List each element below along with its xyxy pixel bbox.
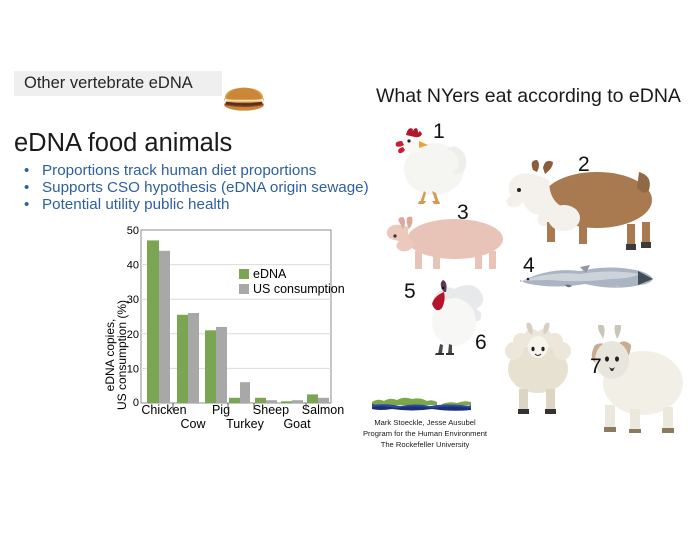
svg-text:40: 40 <box>127 260 139 272</box>
svg-text:Goat: Goat <box>283 417 311 431</box>
svg-text:Salmon: Salmon <box>302 403 344 417</box>
svg-text:Cow: Cow <box>180 417 206 431</box>
svg-text:Pig: Pig <box>212 403 230 417</box>
svg-text:50: 50 <box>127 225 139 237</box>
svg-text:Sheep: Sheep <box>253 403 289 417</box>
svg-text:Turkey: Turkey <box>226 417 264 431</box>
svg-text:US consumption: US consumption <box>253 282 345 296</box>
svg-text:0: 0 <box>133 397 139 409</box>
svg-text:Chicken: Chicken <box>141 403 186 417</box>
svg-text:eDNA: eDNA <box>253 267 287 281</box>
svg-text:US consumption (%): US consumption (%) <box>115 300 129 410</box>
